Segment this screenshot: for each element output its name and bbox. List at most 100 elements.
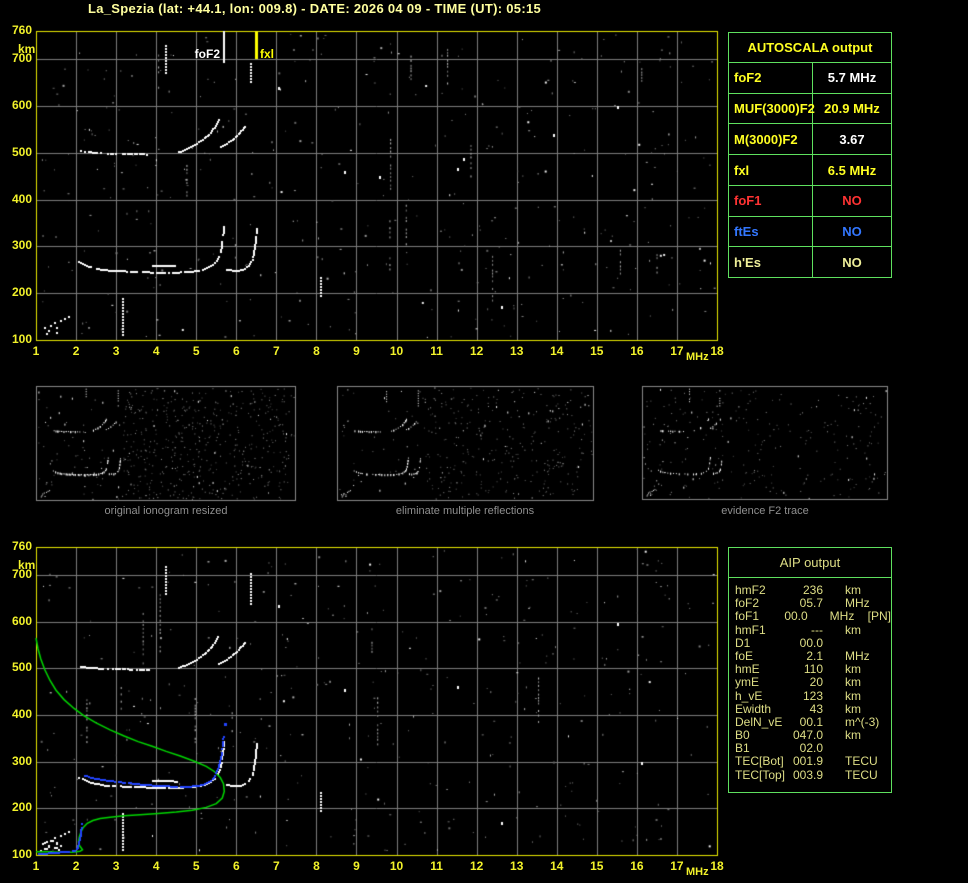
autoscala-param-label: MUF(3000)F2 <box>729 93 815 124</box>
aip-param-value: 20 <box>809 675 823 690</box>
y-tick-label: 400 <box>11 707 32 721</box>
aip-param-unit: MHz <box>845 596 870 611</box>
autoscala-param-label: foF1 <box>729 185 813 216</box>
aip-param-unit: km <box>845 583 861 597</box>
autoscala-param-label: fxl <box>729 155 813 185</box>
x-tick-label: 17 <box>670 859 684 873</box>
y-tick-label: 600 <box>11 97 32 112</box>
aip-param-unit: km <box>845 622 861 637</box>
x-tick-label: 7 <box>273 859 280 873</box>
aip-row: B1 02.0 <box>735 742 891 755</box>
fxl-marker-label: fxl <box>260 47 275 61</box>
autoscala-param-label: M(3000)F2 <box>729 124 813 155</box>
aip-row: foE 2.1 MHz <box>735 648 891 663</box>
x-tick-label: 16 <box>630 344 644 358</box>
x-tick-label: 1 <box>32 859 40 873</box>
aip-row: D1 00.0 <box>735 635 891 650</box>
aip-param-value: 003.9 <box>793 767 824 782</box>
y-tick-label: 600 <box>11 613 32 628</box>
aip-param-value: 00.1 <box>799 714 823 729</box>
aip-row: Ewidth 43 km <box>735 701 891 716</box>
y-tick-label: 300 <box>11 753 32 768</box>
x-tick-label: 11 <box>430 344 443 358</box>
aip-param-value: 123 <box>802 688 823 703</box>
aip-param-unit: TECU <box>845 767 878 782</box>
aip-param-unit: km <box>845 688 861 703</box>
aip-param-unit <box>845 637 891 650</box>
x-tick-label: 3 <box>112 859 120 873</box>
page-title: La_Spezia (lat: +44.1, lon: 009.8) - DAT… <box>88 1 542 16</box>
autoscala-row: ftEs NO <box>729 216 891 248</box>
aip-param-label: B0 <box>735 728 750 743</box>
aip-param-label: B1 <box>735 741 750 756</box>
x-tick-label: 8 <box>313 344 320 358</box>
x-tick-label: 18 <box>710 859 724 873</box>
aip-param-label: DelN_vE <box>735 714 783 729</box>
x-tick-label: 11 <box>430 859 443 873</box>
y-tick-label: 500 <box>11 660 32 675</box>
y-tick-label: 760 <box>11 539 32 553</box>
y-axis-unit-label: km <box>18 42 36 56</box>
aip-param-label: hmF2 <box>735 583 766 597</box>
autoscala-param-value: NO <box>842 223 862 239</box>
aip-table-body: hmF2 236 km foF2 05.7 MHz foF1 00.0 MHz [PN] hmF1-… <box>729 578 891 782</box>
x-tick-label: 15 <box>590 859 604 873</box>
aip-row: DelN_vE 00.1 m^(-3) <box>735 714 891 729</box>
x-tick-label: 7 <box>273 344 280 358</box>
x-tick-label: 12 <box>469 859 484 873</box>
autoscala-param-label: h'Es <box>729 247 813 278</box>
x-tick-label: 1 <box>32 344 40 358</box>
x-tick-label: 6 <box>232 344 240 358</box>
x-tick-label: 12 <box>469 344 484 358</box>
aip-row: foF2 05.7 MHz <box>735 597 891 610</box>
autoscala-param-value: 6.5 MHz <box>827 162 877 178</box>
autoscala-param-label: foF2 <box>729 63 813 93</box>
x-tick-label: 6 <box>232 859 240 873</box>
aip-param-value: 001.9 <box>793 754 824 769</box>
x-tick-label: 16 <box>630 859 644 873</box>
aip-param-label: TEC[Bot] <box>735 754 784 769</box>
autoscala-param-value: NO <box>842 254 862 270</box>
autoscala-row: MUF(3000)F2 20.9 MHz <box>729 93 891 125</box>
x-tick-label: 9 <box>353 859 360 873</box>
aip-row: TEC[Top] 003.9 TECU <box>735 767 891 782</box>
x-axis-unit-label: MHz <box>686 351 709 363</box>
aip-param-label: foF1 <box>735 609 760 624</box>
autoscala-row: h'Es NO <box>729 247 891 278</box>
x-tick-label: 18 <box>710 344 724 358</box>
aip-param-unit: km <box>845 662 861 677</box>
y-tick-label: 300 <box>11 238 32 253</box>
aip-row: hmF2 236 km <box>735 583 891 597</box>
autoscala-row: foF2 5.7 MHz <box>729 63 891 94</box>
aip-param-unit: MHz <box>845 648 870 663</box>
x-tick-label: 4 <box>152 344 160 358</box>
x-tick-label: 4 <box>152 859 160 873</box>
aip-param-unit: km <box>845 675 861 690</box>
x-tick-label: 17 <box>670 344 684 358</box>
autoscala-param-label: ftEs <box>729 216 813 247</box>
aip-param-unit: km <box>845 701 861 716</box>
autoscala-param-value: NO <box>842 193 862 209</box>
thumbnail-caption-eliminate: eliminate multiple reflections <box>395 505 535 517</box>
x-tick-label: 14 <box>550 859 564 873</box>
aip-param-extra: [PN] <box>867 609 891 624</box>
autoscala-param-value: 5.7 MHz <box>827 70 877 86</box>
aip-row: ymE 20 km <box>735 676 891 689</box>
autoscala-table-header: AUTOSCALA output <box>729 33 891 63</box>
y-tick-label: 700 <box>11 51 32 66</box>
y-tick-label: 100 <box>11 847 32 861</box>
aip-param-value: 00.0 <box>784 609 808 624</box>
aip-row: hmF1 --- km <box>735 622 891 637</box>
autoscala-param-value: 3.67 <box>839 131 865 147</box>
aip-param-value: 02.0 <box>799 741 823 756</box>
y-tick-label: 700 <box>11 567 32 581</box>
aip-row: B0 047.0 km <box>735 728 891 743</box>
aip-param-value: --- <box>811 622 823 637</box>
aip-param-value: 047.0 <box>793 728 824 743</box>
aip-row: h_vE 123 km <box>735 688 891 703</box>
aip-param-value: 00.0 <box>799 635 823 650</box>
y-tick-label: 100 <box>11 332 32 346</box>
aip-param-label: hmF1 <box>735 622 766 637</box>
x-tick-label: 13 <box>510 859 524 873</box>
